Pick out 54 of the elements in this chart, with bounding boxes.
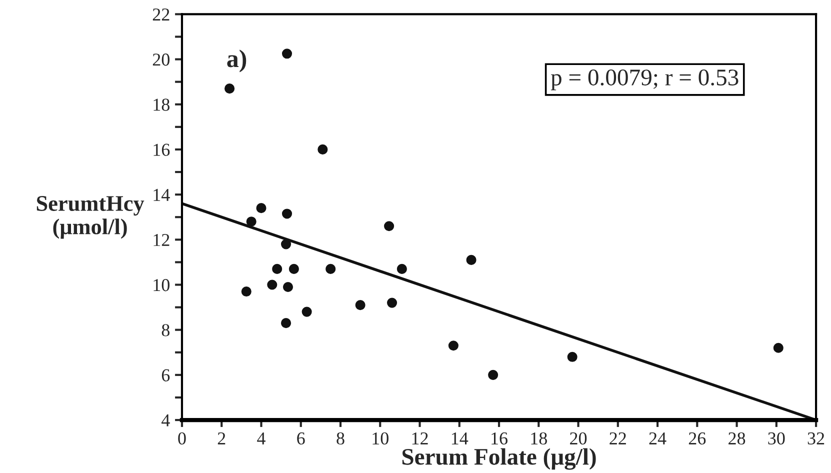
point <box>282 208 292 219</box>
point <box>241 286 252 297</box>
y-tick-label: 6 <box>162 369 170 382</box>
y-axis-title: SerumtHcy (μmol/l) <box>36 196 144 239</box>
x-tick-label: 18 <box>531 432 547 445</box>
y-tick-label: 4 <box>162 414 170 426</box>
point <box>386 298 398 308</box>
point <box>466 254 476 265</box>
point <box>448 340 458 351</box>
x-tick-label: 14 <box>452 432 468 444</box>
point <box>272 264 282 274</box>
x-tick-label: 2 <box>218 432 226 444</box>
y-tick-label: 8 <box>162 324 170 336</box>
x-tick-label: 16 <box>492 432 508 445</box>
x-tick-label: 10 <box>372 432 388 445</box>
x-axis-title: Serum Folate (μg/l) <box>402 448 596 470</box>
point <box>256 203 266 214</box>
y-tick-label: 12 <box>154 234 170 246</box>
annotation: a) <box>227 50 246 72</box>
point <box>318 144 328 154</box>
point <box>302 306 312 317</box>
annotation: p = 0.0079; r = 0.53 <box>550 70 738 90</box>
y-tick-label: 20 <box>152 54 170 66</box>
y-tick-label: 22 <box>152 8 170 20</box>
point <box>384 221 394 232</box>
y-tick-label: 18 <box>154 98 170 111</box>
point <box>280 318 292 328</box>
point <box>396 264 407 274</box>
point <box>282 48 292 59</box>
x-tick-label: 24 <box>649 432 666 444</box>
point <box>288 264 299 274</box>
point <box>267 280 278 290</box>
point <box>282 282 294 292</box>
x-tick-label: 32 <box>808 432 824 445</box>
x-tick-label: 6 <box>297 432 305 445</box>
point <box>773 342 784 353</box>
x-tick-label: 28 <box>728 432 746 445</box>
x-tick-label: 8 <box>336 432 344 445</box>
point <box>488 370 498 380</box>
y-tick-label: 14 <box>154 188 170 201</box>
x-tick-label: 26 <box>688 432 706 445</box>
y-tick-label: 16 <box>154 144 170 156</box>
x-tick-label: 22 <box>610 432 626 444</box>
x-tick-label: 20 <box>570 432 587 445</box>
x-tick-label: 12 <box>412 432 428 444</box>
point <box>224 84 235 94</box>
point <box>326 264 336 274</box>
y-tick-label: 10 <box>154 279 170 292</box>
point <box>246 216 256 227</box>
point <box>567 352 578 362</box>
x-tick-label: 30 <box>768 432 785 445</box>
point <box>355 300 366 310</box>
x-tick-label: 0 <box>178 432 186 445</box>
x-tick-label: 4 <box>257 432 266 444</box>
